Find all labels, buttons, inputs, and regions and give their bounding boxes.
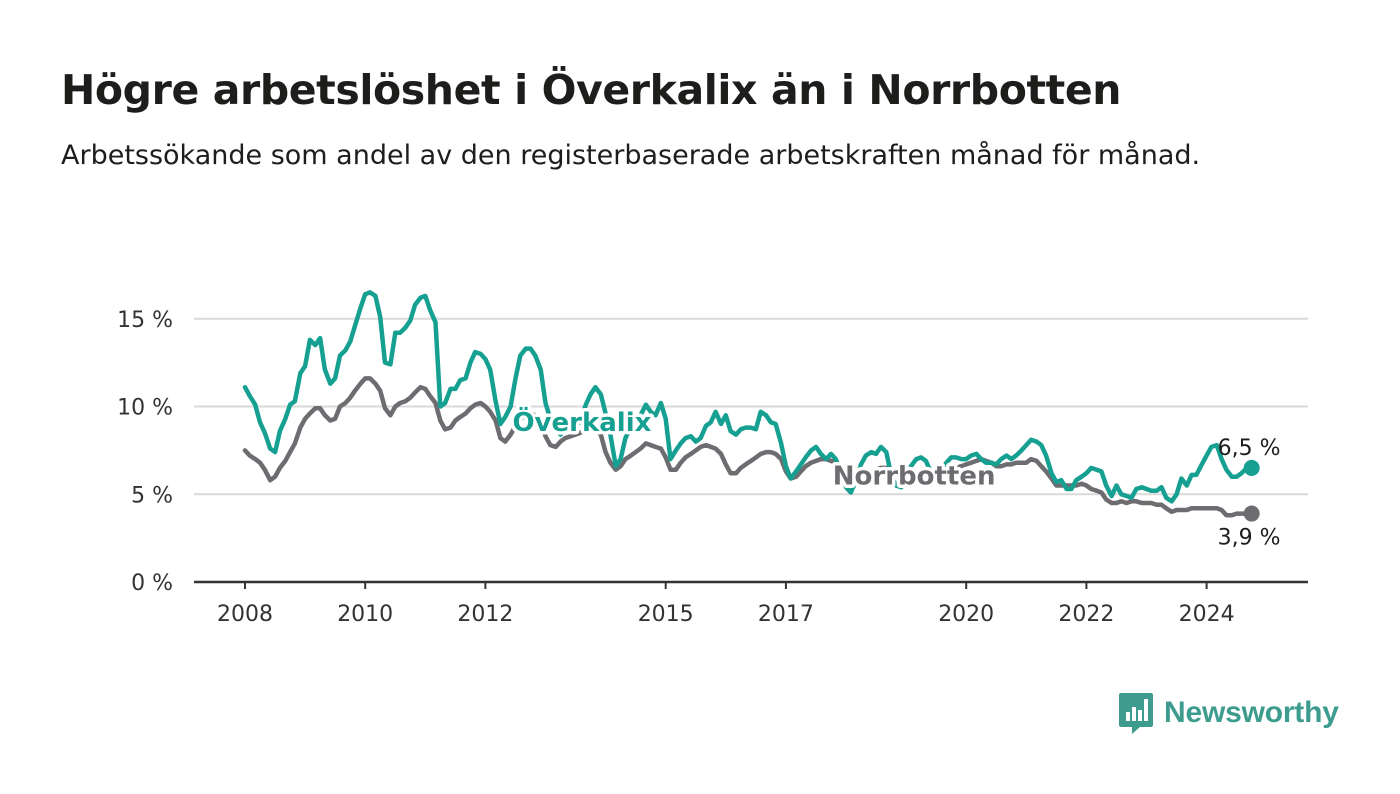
overkalix-series-label: Överkalix	[512, 405, 651, 438]
norrbotten-end-point	[1243, 505, 1260, 522]
gridlines	[194, 317, 1308, 584]
x-tick-label: 2022	[1058, 602, 1114, 627]
newsworthy-logo-icon	[1119, 693, 1153, 734]
overkalix-end-point	[1243, 459, 1260, 476]
y-tick-label: 15 %	[117, 308, 173, 333]
brand-name: Newsworthy	[1164, 696, 1339, 729]
x-tick-label: 2010	[337, 602, 393, 627]
y-tick-label: 0 %	[131, 571, 173, 596]
norrbotten-series-label: Norrbotten	[833, 462, 996, 492]
x-tick-label: 2024	[1179, 602, 1235, 627]
x-tick-label: 2015	[638, 602, 694, 627]
series-lines	[242, 290, 1260, 522]
x-tick-label: 2008	[217, 602, 273, 627]
series-labels: 6,5 % 3,9 % Överkalix Norrbotten	[509, 402, 1281, 551]
overkalix-line	[242, 290, 1254, 504]
x-axis-ticks: 2008 2010 2012 2015 2017 2020 2022 2024	[217, 582, 1235, 627]
x-tick-label: 2020	[938, 602, 994, 627]
overkalix-end-label: 6,5 %	[1218, 436, 1281, 461]
y-axis-ticks: 0 % 5 % 10 % 15 %	[117, 308, 173, 596]
x-tick-label: 2017	[758, 602, 814, 627]
y-tick-label: 10 %	[117, 396, 173, 421]
newsworthy-brand: Newsworthy	[1118, 690, 1339, 736]
chart-title: Högre arbetslöshet i Överkalix än i Norr…	[61, 66, 1122, 114]
y-tick-label: 5 %	[131, 483, 173, 508]
norrbotten-end-label: 3,9 %	[1218, 526, 1281, 551]
norrbotten-line	[242, 376, 1254, 518]
x-tick-label: 2012	[457, 602, 513, 627]
chart-subtitle: Arbetssökande som andel av den registerb…	[61, 140, 1201, 171]
